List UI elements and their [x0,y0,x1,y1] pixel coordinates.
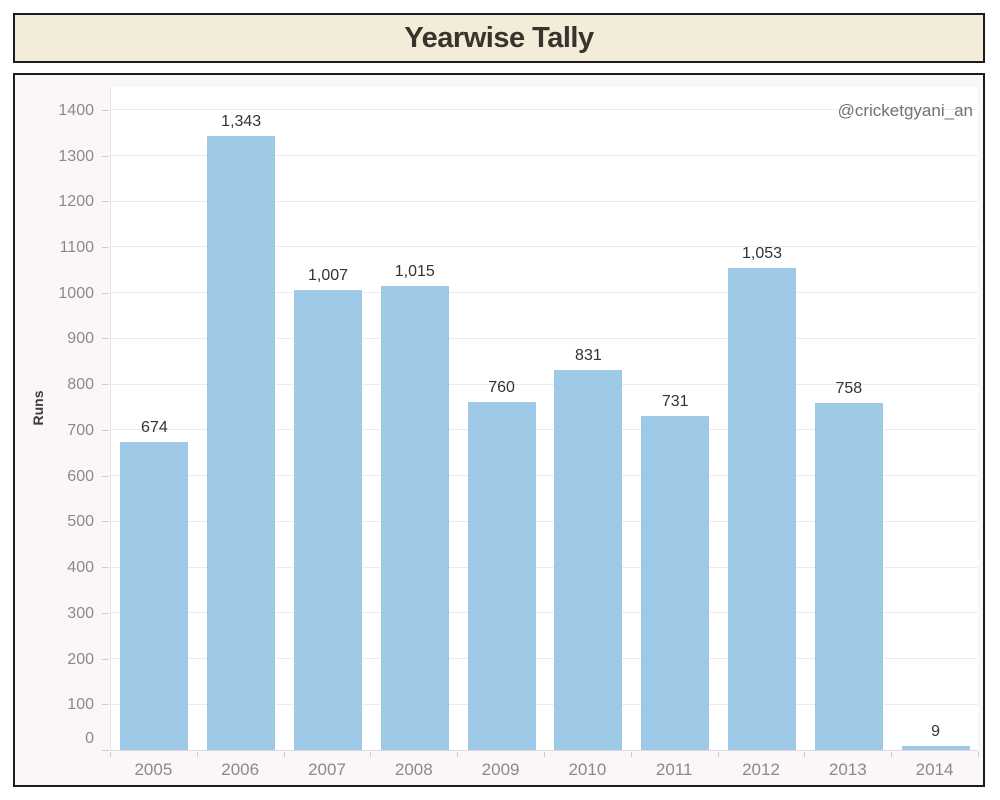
y-tick-label-400: 400 [67,559,94,577]
y-tick-0 [102,750,109,751]
y-tick-1000 [102,292,109,294]
x-axis-tick [457,752,459,757]
x-axis-tick [804,752,806,757]
x-tick-label-2007: 2007 [308,760,346,779]
y-tick-label-800: 800 [67,376,94,394]
y-tick-label-900: 900 [67,330,94,348]
gridline-500 [111,520,978,522]
x-tick-label-2008: 2008 [394,760,433,779]
x-tick-label-2010: 2010 [568,760,607,779]
y-tick-label-1300: 1300 [58,147,94,165]
gridline-1000 [111,292,978,294]
y-tick-label-600: 600 [67,467,94,485]
gridline-100 [111,703,978,705]
x-axis: 2005 2006 2007 2008 2009 2010 2011 2012 2013 2014 [110,751,979,785]
y-tick-label-1000: 1000 [58,284,94,302]
x-tick-label-2013: 2013 [828,760,867,779]
x-axis-tick [283,752,285,757]
gridline-200 [111,658,978,660]
bar-value-label-2005: 674 [141,418,168,436]
x-tick-label-2005: 2005 [134,760,173,779]
y-tick-700 [102,429,109,431]
gridline-600 [111,475,978,477]
chart-title-bar: Yearwise Tally [13,13,985,63]
y-tick-600 [102,475,109,477]
x-axis-tick [110,752,111,757]
bar-value-label-2010: 831 [575,346,602,364]
y-tick-500 [102,521,109,523]
y-tick-300 [102,612,109,614]
y-axis: 0 100 200 300 400 500 600 700 800 900 1000 1100 1200… [15,87,110,751]
y-tick-label-700: 700 [67,421,94,439]
bar-2012[interactable] [728,268,796,750]
bar-value-label-2007: 1,007 [307,266,349,284]
bar-2007[interactable] [294,289,362,750]
y-tick-label-500: 500 [67,513,94,531]
gridline-400 [111,566,978,568]
y-tick-100 [102,704,109,706]
y-tick-label-200: 200 [67,650,94,668]
y-tick-1400 [102,109,109,111]
gridline-700 [111,429,978,431]
y-tick-label-1400: 1400 [58,101,94,119]
x-axis-tick [196,752,198,757]
bar-2008[interactable] [380,285,449,750]
bar-value-label-2014: 9 [931,722,941,740]
bar-2005[interactable] [120,441,189,750]
x-axis-tick [978,752,979,757]
bar-2014[interactable] [901,745,970,750]
x-axis-tick [717,752,719,757]
gridline-1200 [111,200,978,202]
bar-2009[interactable] [467,402,536,750]
bar-value-label-2008: 1,015 [394,262,435,280]
bar-value-label-2011: 731 [661,392,689,410]
y-tick-1200 [102,201,109,203]
bar-2010[interactable] [554,369,623,750]
gridline-1100 [111,246,978,248]
x-tick-label-2012: 2012 [742,760,780,779]
x-axis-tick [544,752,545,757]
y-tick-label-1100: 1100 [59,238,94,256]
bar-2011[interactable] [641,415,710,750]
y-tick-200 [102,658,109,660]
gridline-300 [111,612,978,614]
y-tick-800 [102,384,109,386]
bar-value-label-2013: 758 [835,380,863,398]
plot-area: 674 1,343 1,007 1,015 760 831 731 1,053 758 9 [110,87,978,751]
y-tick-400 [102,567,109,569]
x-tick-label-2014: 2014 [915,760,954,779]
y-tick-label-1200: 1200 [58,193,94,211]
bar-value-label-2009: 760 [488,379,515,397]
bar-value-label-2006: 1,343 [221,112,262,130]
x-axis-tick [630,752,632,757]
chart-title: Yearwise Tally [404,21,594,54]
gridline-1300 [111,155,978,157]
x-tick-label-2011: 2011 [655,760,693,779]
x-tick-label-2009: 2009 [481,760,520,779]
x-axis-tick [891,752,893,757]
y-tick-1300 [102,155,109,157]
watermark-text: @cricketgyani_an [837,101,973,120]
y-tick-1100 [102,246,109,248]
gridline-1400 [111,109,978,111]
y-tick-label-300: 300 [67,604,94,622]
y-tick-label-0: 0 [85,730,94,747]
x-tick-label-2006: 2006 [221,760,260,779]
y-tick-label-100: 100 [67,696,94,714]
gridline-900 [111,337,978,339]
gridline-800 [111,383,978,385]
chart-panel: @cricketgyani_an Runs 0 100 200 300 400 500 60… [13,73,985,787]
y-tick-900 [102,338,109,340]
bar-2006[interactable] [207,135,276,750]
x-axis-tick [370,752,372,757]
bar-2013[interactable] [814,403,883,750]
bar-value-label-2012: 1,053 [741,245,783,263]
